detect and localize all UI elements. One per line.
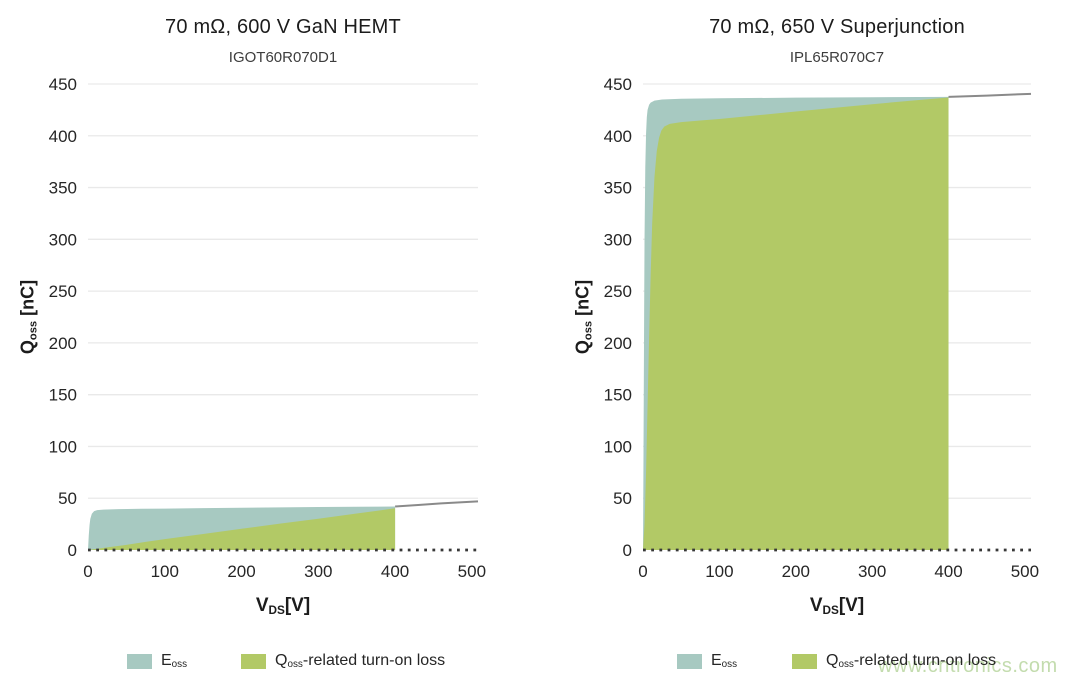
y-tick-label: 300 [49,230,77,249]
chart-gan-hemt: 70 mΩ, 600 V GaN HEMT IGOT60R070D1 0 50 10… [0,16,540,678]
y-tick-label: 200 [604,334,632,353]
plot-area-svg: 0 50 100 150 200 250 300 350 400 450 0 100 200 300 400… [604,75,1039,581]
chart-title: 70 mΩ, 600 V GaN HEMT [165,16,401,38]
y-tick-label: 0 [623,541,632,560]
chart-subtitle: IPL65R070C7 [789,49,885,66]
qoss-loss-swatch [792,653,817,669]
chart-legend: Eoss Qoss-related turn-on loss [540,652,1080,678]
eoss-swatch [127,653,152,669]
x-tick-label: 200 [227,562,255,581]
y-tick-label: 0 [68,541,77,560]
legend-label-eoss: Eoss [161,652,188,671]
y-tick-label: 50 [613,489,632,508]
x-axis-label: VDS[V] [255,595,311,617]
chart-subtitle: IGOT60R070D1 [228,49,338,66]
chart-title: 70 mΩ, 650 V Superjunction [709,16,965,38]
x-tick-label: 300 [304,562,332,581]
y-tick-label: 350 [49,179,77,198]
legend-item-qoss-loss: Qoss-related turn-on loss [241,652,445,670]
chart-legend: Eoss Qoss-related turn-on loss [0,652,540,678]
y-tick-label: 50 [58,489,77,508]
y-tick-label: 150 [49,386,77,405]
x-tick-label: 0 [83,562,92,581]
legend-label-eoss: Eoss [711,652,738,671]
y-tick-label: 100 [604,437,632,456]
x-tick-label: 100 [151,562,179,581]
x-tick-label: 100 [705,562,733,581]
y-tick-label: 200 [49,334,77,353]
qoss-loss-swatch [241,653,266,669]
legend-item-eoss: Eoss [677,652,737,670]
y-tick-label: 400 [49,127,77,146]
x-tick-label: 200 [782,562,810,581]
qoss-line [948,92,1032,98]
legend-item-qoss-loss: Qoss-related turn-on loss [792,652,996,670]
y-tick-label: 150 [604,386,632,405]
turn-on-loss-area [88,508,396,550]
plot-area-svg: 0 50 100 150 200 250 300 350 400 450 0 100 200 300 400… [49,75,486,581]
y-axis-label: Qoss [nC] [572,279,595,355]
x-axis-label: VDS[V] [809,595,865,617]
eoss-swatch [677,653,702,669]
y-tick-label: 300 [604,230,632,249]
x-tick-label: 0 [638,562,647,581]
legend-label-qoss-loss: Qoss-related turn-on loss [275,652,446,671]
legend-item-eoss: Eoss [127,652,187,670]
y-tick-label: 400 [604,127,632,146]
qoss-line [395,500,479,508]
x-tick-label: 300 [858,562,886,581]
legend-label-qoss-loss: Qoss-related turn-on loss [826,652,997,671]
x-tick-label: 400 [381,562,409,581]
watermark: www.cntronics.com [878,655,1058,677]
y-tick-label: 450 [49,75,77,94]
y-tick-label: 350 [604,179,632,198]
y-tick-label: 450 [604,75,632,94]
y-tick-label: 250 [604,282,632,301]
x-tick-label: 400 [934,562,962,581]
y-tick-label: 250 [49,282,77,301]
x-tick-label: 500 [458,562,486,581]
y-axis-label: Qoss [nC] [17,279,40,355]
turn-on-loss-area [643,97,949,550]
x-tick-label: 500 [1011,562,1039,581]
chart-superjunction: 70 mΩ, 650 V Superjunction IPL65R070C7 0… [540,0,1080,685]
y-tick-label: 100 [49,437,77,456]
